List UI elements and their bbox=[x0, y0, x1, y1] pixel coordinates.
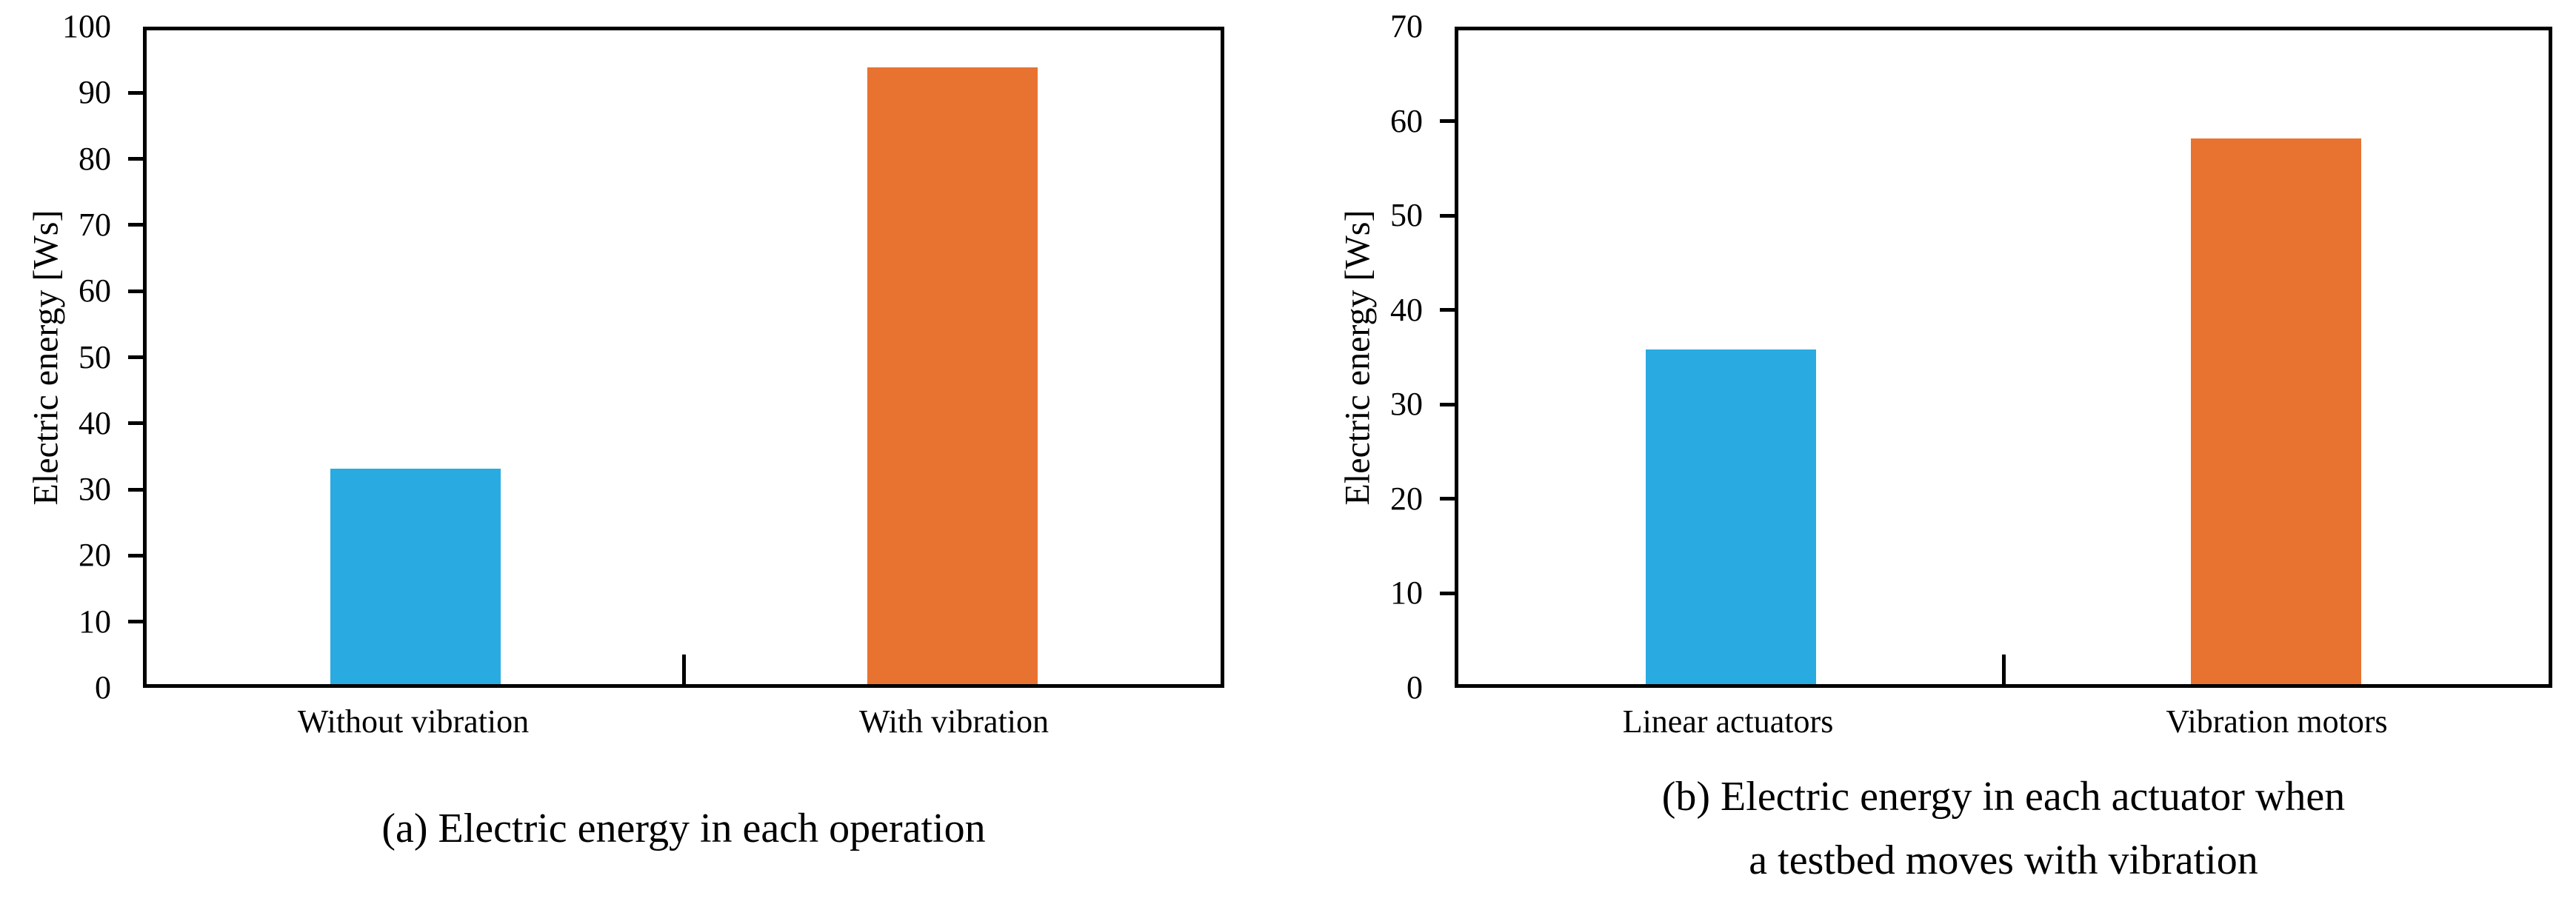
panel-caption: (b) Electric energy in each actuator whe… bbox=[1522, 765, 2485, 892]
y-tick-mark bbox=[1440, 214, 1455, 218]
bar bbox=[1646, 349, 1816, 684]
y-tick-label: 50 bbox=[79, 339, 111, 375]
y-tick-label: 100 bbox=[62, 8, 111, 44]
y-tick-label: 30 bbox=[79, 471, 111, 507]
y-tick-label: 20 bbox=[79, 537, 111, 573]
x-mid-tick-mark bbox=[682, 655, 686, 684]
y-tick-mark bbox=[128, 157, 143, 161]
x-category-label: Linear actuators bbox=[1622, 703, 1834, 740]
y-tick-mark bbox=[128, 488, 143, 492]
y-tick-label: 40 bbox=[1390, 292, 1423, 328]
caption-line: (a) Electric energy in each operation bbox=[381, 806, 986, 851]
y-tick-mark bbox=[128, 554, 143, 558]
bar bbox=[330, 469, 501, 684]
y-tick-label: 0 bbox=[1407, 669, 1423, 706]
y-tick-mark bbox=[1440, 403, 1455, 406]
x-category-label: Without vibration bbox=[297, 703, 530, 740]
plot-area bbox=[143, 27, 1224, 688]
y-tick-label: 40 bbox=[79, 405, 111, 441]
x-category-label: With vibration bbox=[858, 703, 1050, 740]
y-tick-label: 10 bbox=[79, 603, 111, 640]
y-tick-mark bbox=[1440, 497, 1455, 501]
y-tick-label: 20 bbox=[1390, 481, 1423, 517]
y-tick-mark bbox=[128, 620, 143, 623]
y-tick-mark bbox=[1440, 119, 1455, 123]
y-tick-label: 10 bbox=[1390, 575, 1423, 611]
y-tick-label: 0 bbox=[95, 669, 111, 706]
x-category-label: Vibration motors bbox=[2166, 703, 2388, 740]
y-tick-mark bbox=[128, 91, 143, 95]
y-tick-label: 50 bbox=[1390, 197, 1423, 233]
y-tick-label: 60 bbox=[79, 272, 111, 309]
y-tick-mark bbox=[128, 289, 143, 293]
y-tick-label: 90 bbox=[79, 74, 111, 110]
y-tick-mark bbox=[128, 421, 143, 425]
caption-line: (b) Electric energy in each actuator whe… bbox=[1661, 774, 2346, 820]
panel-caption: (a) Electric energy in each operation bbox=[313, 797, 1054, 860]
y-tick-label: 60 bbox=[1390, 103, 1423, 139]
bar bbox=[2191, 138, 2361, 684]
x-mid-tick-mark bbox=[2002, 655, 2006, 684]
y-tick-mark bbox=[128, 355, 143, 359]
y-tick-label: 30 bbox=[1390, 386, 1423, 422]
caption-line: a testbed moves with vibration bbox=[1749, 837, 2258, 883]
y-tick-label: 70 bbox=[79, 207, 111, 243]
y-tick-label: 80 bbox=[79, 141, 111, 177]
y-tick-mark bbox=[1440, 308, 1455, 312]
y-tick-label: 70 bbox=[1390, 8, 1423, 44]
y-tick-mark bbox=[128, 223, 143, 227]
y-tick-mark bbox=[1440, 592, 1455, 595]
plot-area bbox=[1455, 27, 2552, 688]
bar bbox=[867, 67, 1038, 684]
